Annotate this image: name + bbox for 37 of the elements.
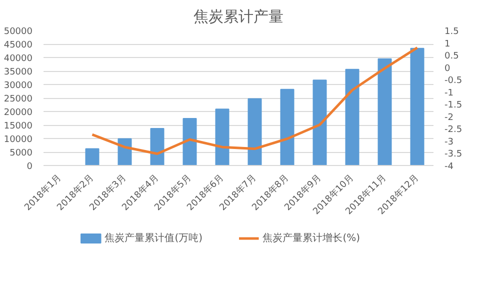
y-tick-label: 15000 <box>4 122 33 132</box>
y-tick-label: 35000 <box>4 68 33 78</box>
bar <box>215 108 230 166</box>
y2-tick-label: 0 <box>444 64 450 74</box>
bar <box>410 48 424 166</box>
bar <box>248 98 262 166</box>
y2-tick-label: -0.5 <box>444 76 462 86</box>
y2-tick-label: -3 <box>444 137 454 148</box>
chart-title: 焦炭累计产量 <box>194 8 284 26</box>
bar <box>182 118 197 166</box>
y-tick-label: 45000 <box>4 40 33 50</box>
y-tick-label: 0 <box>26 162 33 172</box>
y-tick-label: 5000 <box>10 148 33 158</box>
y-tick-label: 20000 <box>4 108 33 118</box>
bar <box>280 88 294 166</box>
y2-tick-label: -1 <box>444 88 454 98</box>
y2-tick-label: -1.5 <box>444 100 462 111</box>
legend-label: 焦炭产量累计值(万吨) <box>104 232 203 244</box>
bar <box>378 58 392 166</box>
bar <box>345 68 360 166</box>
y-tick-label: 40000 <box>4 54 33 64</box>
y2-tick-label: 1.5 <box>444 27 459 37</box>
y-tick-label: 10000 <box>4 135 33 145</box>
line-series <box>91 46 418 155</box>
bar <box>150 128 164 166</box>
y2-tick-label: -3.5 <box>444 150 462 160</box>
y2-tick-label: -4 <box>444 162 454 172</box>
y-tick-label: 30000 <box>4 81 33 91</box>
y-tick-label: 25000 <box>4 94 33 104</box>
y2-tick-label: -2.5 <box>444 125 462 136</box>
legend-label: 焦炭产量累计增长(%) <box>262 232 360 244</box>
y2-tick-label: -2 <box>444 112 454 123</box>
y2-tick-label: 1 <box>444 39 450 50</box>
bar <box>312 80 327 166</box>
y2-tick-label: 0.5 <box>444 52 459 62</box>
bar <box>85 148 100 166</box>
y-tick-label: 50000 <box>4 27 33 37</box>
